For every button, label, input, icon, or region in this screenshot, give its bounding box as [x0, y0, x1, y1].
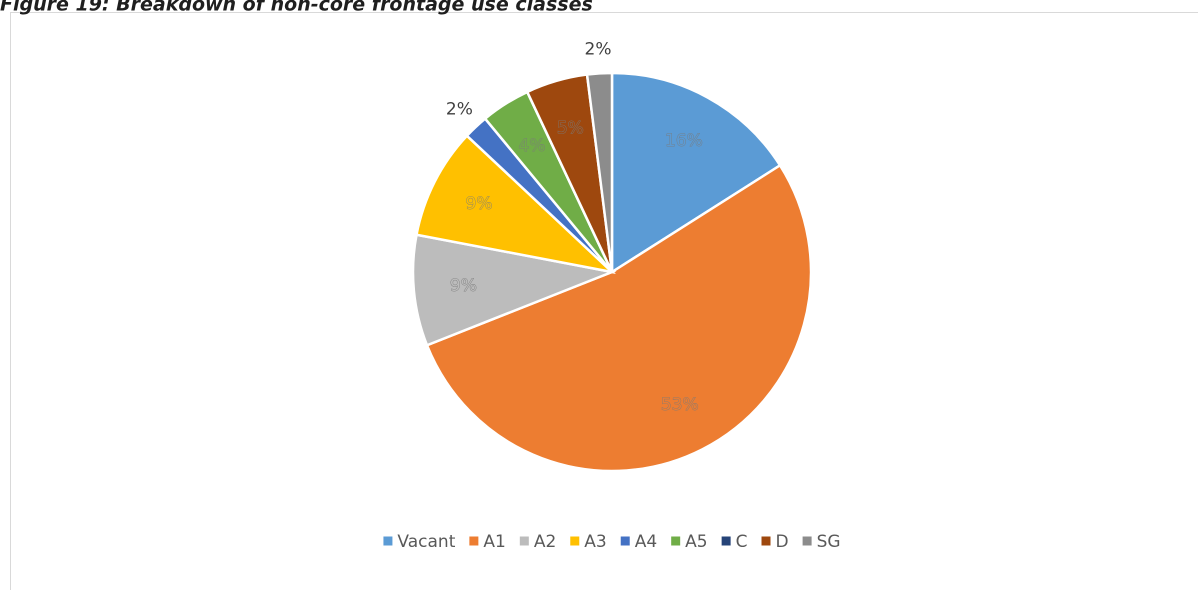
legend-swatch — [671, 536, 681, 546]
data-label: 16% — [665, 131, 703, 151]
legend-swatch — [570, 536, 580, 546]
legend-label: A4 — [635, 532, 657, 552]
pie-slice — [411, 233, 617, 347]
legend-swatch — [519, 536, 529, 546]
pie-slice — [610, 71, 782, 275]
legend-label: C — [736, 532, 748, 552]
legend-label: A3 — [584, 532, 606, 552]
legend-swatch — [383, 536, 393, 546]
legend-swatch — [802, 536, 812, 546]
legend-swatch — [761, 536, 771, 546]
chart-title: Figure 19: Breakdown of non-core frontag… — [0, 0, 593, 16]
legend-swatch — [721, 536, 731, 546]
pie-slice — [585, 71, 614, 273]
legend-label: A5 — [685, 532, 707, 552]
pie-slice — [425, 163, 813, 473]
legend-swatch — [469, 536, 479, 546]
data-label: 2% — [446, 100, 473, 120]
pie-slice — [415, 134, 616, 275]
data-label: 9% — [450, 276, 477, 296]
legend-label: A2 — [534, 532, 556, 552]
legend-label: SG — [817, 532, 841, 552]
legend-swatch — [620, 536, 630, 546]
data-label: 9% — [466, 194, 493, 214]
legend-label: D — [776, 532, 789, 552]
data-label: 53% — [661, 395, 699, 415]
data-label: 5% — [557, 119, 584, 139]
legend-label: Vacant — [397, 532, 455, 552]
legend-label: A1 — [483, 532, 505, 552]
data-label: 2% — [585, 40, 612, 60]
data-label: 4% — [519, 136, 546, 156]
